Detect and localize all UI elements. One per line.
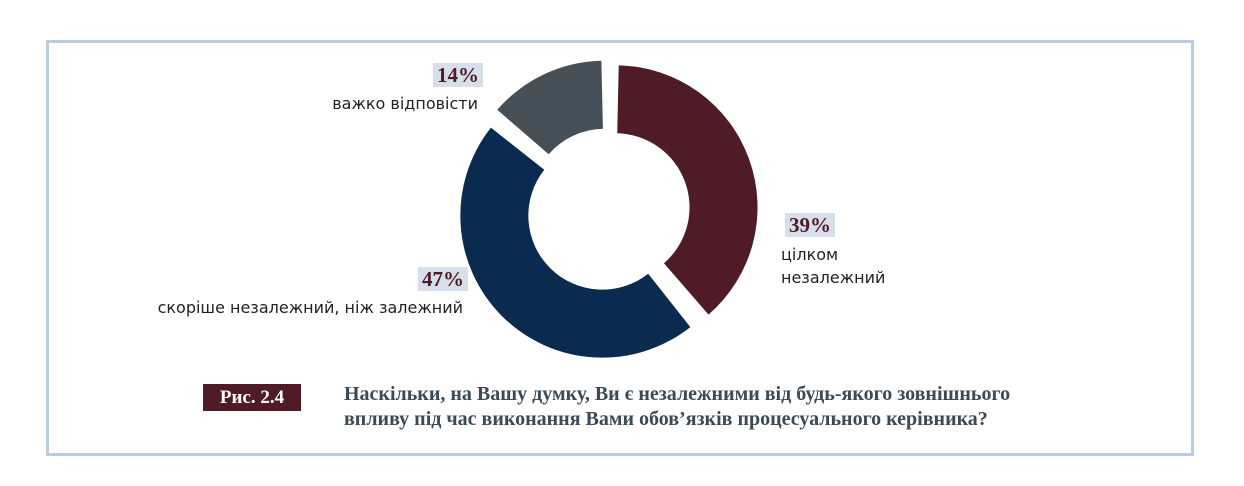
slice-category-label-rather-independent: скоріше незалежний, ніж залежний bbox=[157, 298, 463, 317]
donut-slice-hard-to-answer bbox=[497, 60, 603, 155]
slice-category-label-line: цілком bbox=[781, 245, 839, 264]
figure-number-badge: Рис. 2.4 bbox=[203, 384, 301, 411]
donut-slices bbox=[460, 60, 758, 358]
figure-caption-line: впливу під час виконання Вами обов’язків… bbox=[344, 408, 988, 430]
slice-value-label-fully-independent: 39% bbox=[785, 213, 835, 237]
donut-slice-rather-independent bbox=[460, 127, 691, 358]
donut-slice-fully-independent bbox=[617, 65, 758, 315]
figure-caption-line: Наскільки, на Вашу думку, Ви є незалежни… bbox=[344, 383, 1011, 405]
figure-caption: Наскільки, на Вашу думку, Ви є незалежни… bbox=[344, 382, 1144, 432]
slice-category-label-hard-to-answer: важко відповісти bbox=[332, 94, 478, 113]
slice-value-label-hard-to-answer: 14% bbox=[433, 63, 483, 87]
slice-value-label-rather-independent: 47% bbox=[418, 267, 468, 291]
slice-category-label-fully-independent: цілком незалежний bbox=[781, 243, 885, 289]
slice-category-label-line: незалежний bbox=[781, 268, 886, 287]
